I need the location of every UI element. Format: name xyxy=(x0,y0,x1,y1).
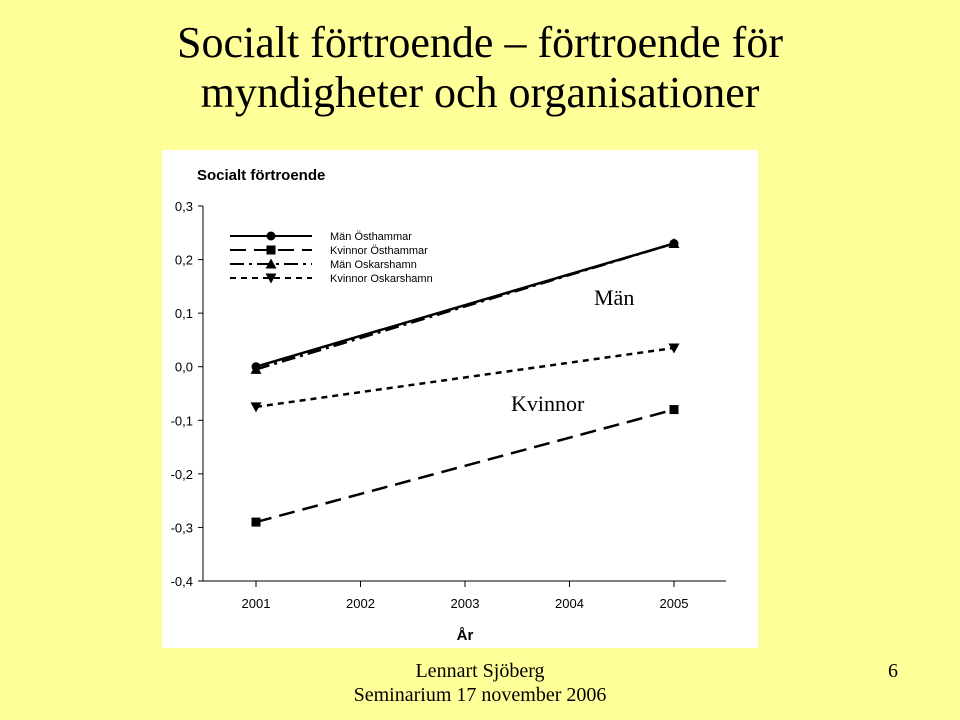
legend-label-4: Kvinnor Oskarshamn xyxy=(330,273,433,285)
legend-label-3: Män Oskarshamn xyxy=(330,259,417,271)
legend-label-2: Kvinnor Östhammar xyxy=(330,245,428,257)
series-2-marker xyxy=(251,517,261,527)
x-tick-label: 2002 xyxy=(346,596,375,611)
y-tick-label: -0,1 xyxy=(171,413,193,428)
y-tick-label: -0,2 xyxy=(171,467,193,482)
y-tick-label: -0,3 xyxy=(171,520,193,535)
series-3-marker xyxy=(668,238,680,248)
y-tick-label: -0,4 xyxy=(171,574,193,589)
y-tick-label: 0,1 xyxy=(175,306,193,321)
series-2-marker xyxy=(669,405,679,415)
y-tick-label: 0,3 xyxy=(175,199,193,214)
y-tick-label: 0,0 xyxy=(175,360,193,375)
y-tick-label: 0,2 xyxy=(175,253,193,268)
legend-label-1: Män Östhammar xyxy=(330,231,412,243)
annotation-men: Män xyxy=(594,285,634,310)
series-4-marker xyxy=(668,343,680,354)
x-tick-label: 2005 xyxy=(660,596,689,611)
slide-title-line-2: myndigheter och organisationer xyxy=(200,68,760,117)
series-line-4 xyxy=(255,346,675,409)
legend-marker-1 xyxy=(266,231,276,241)
x-tick-label: 2003 xyxy=(451,596,480,611)
legend-marker-3 xyxy=(265,258,277,269)
series-3-marker xyxy=(250,363,262,374)
x-axis-title: År xyxy=(457,627,474,644)
slide-title: Socialt förtroende – förtroende för mynd… xyxy=(0,18,960,118)
legend-marker-4 xyxy=(265,273,277,284)
x-tick-label: 2004 xyxy=(555,596,584,611)
legend-marker-2 xyxy=(266,245,276,255)
series-4-marker xyxy=(250,402,262,413)
series-line-2 xyxy=(255,408,675,524)
footer-author: Lennart Sjöberg xyxy=(415,660,545,682)
series-line-3 xyxy=(255,242,675,371)
annotation-women: Kvinnor xyxy=(511,391,585,416)
chart-panel xyxy=(162,150,758,648)
footer-event: Seminarium 17 november 2006 xyxy=(353,684,607,706)
slide-title-line-1: Socialt förtroende – förtroende för xyxy=(177,18,783,67)
page-number: 6 xyxy=(888,660,898,682)
x-tick-label: 2001 xyxy=(242,596,271,611)
chart-title: Socialt förtroende xyxy=(197,167,325,184)
